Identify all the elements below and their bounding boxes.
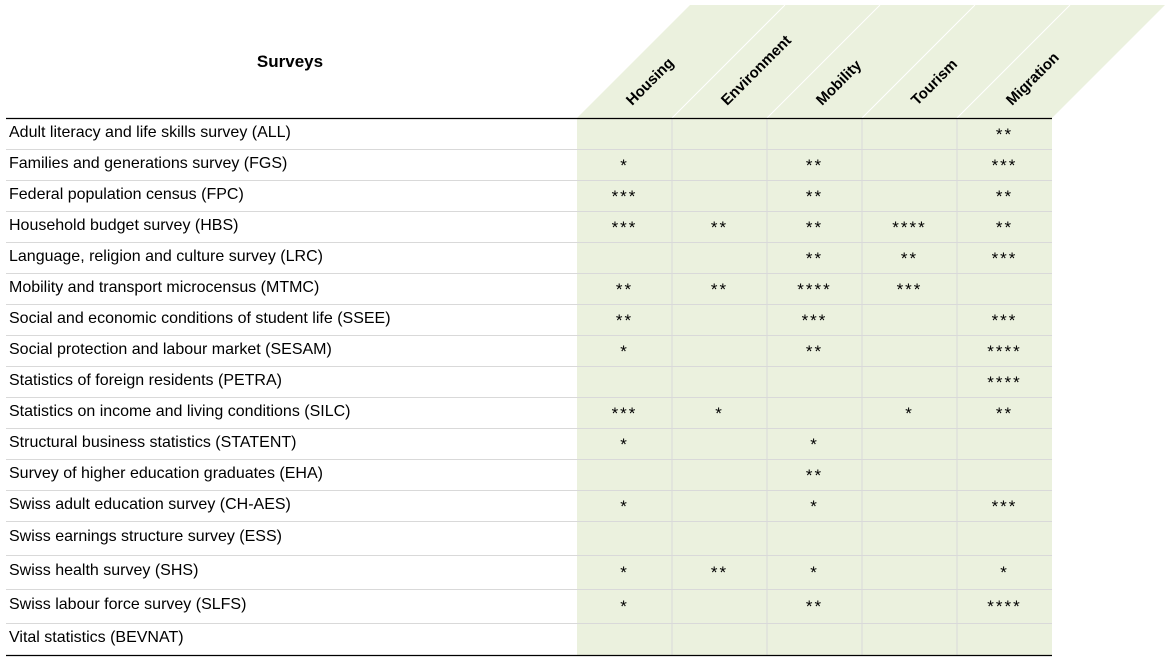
rating-cell-migration: **	[995, 124, 1014, 144]
rating-cell-housing: *	[620, 341, 629, 361]
rating-cell-environment: **	[710, 217, 729, 237]
rating-cell-housing: ***	[611, 186, 638, 206]
rating-cell-housing: *	[620, 563, 629, 582]
rating-cell-migration: *	[1000, 563, 1009, 582]
rating-cell-mobility: *	[810, 434, 819, 454]
rating-cell-tourism: ***	[896, 279, 923, 299]
rating-cell-environment: *	[715, 403, 724, 423]
header-divider	[861, 4, 976, 119]
header-divider	[671, 4, 786, 119]
rating-cell-housing: **	[615, 310, 634, 330]
rating-cell-mobility: ***	[801, 310, 828, 330]
rating-cell-migration: **	[995, 217, 1014, 237]
row-label: Survey of higher education graduates (EH…	[9, 464, 323, 482]
rating-cell-tourism: **	[900, 248, 919, 268]
rating-cell-mobility: **	[805, 248, 824, 268]
row-label: Statistics on income and living conditio…	[9, 402, 351, 420]
rating-cell-migration: ****	[987, 597, 1022, 616]
rating-cell-housing: *	[620, 434, 629, 454]
row-label: Vital statistics (BEVNAT)	[9, 629, 184, 646]
rating-cell-mobility: *	[810, 563, 819, 582]
row-label: Mobility and transport microcensus (MTMC…	[9, 278, 320, 296]
rating-cell-housing: *	[620, 155, 629, 175]
rating-cell-housing: *	[620, 496, 629, 516]
row-label: Swiss labour force survey (SLFS)	[9, 596, 247, 613]
rating-cell-mobility: **	[805, 341, 824, 361]
rating-cell-housing: ***	[611, 403, 638, 423]
row-label: Adult literacy and life skills survey (A…	[9, 123, 291, 141]
row-label: Social and economic conditions of studen…	[9, 309, 391, 327]
rating-cell-mobility: **	[805, 465, 824, 485]
rating-cell-environment: **	[710, 279, 729, 299]
row-label: Federal population census (FPC)	[9, 185, 244, 203]
row-label: Swiss earnings structure survey (ESS)	[9, 528, 282, 545]
row-label: Structural business statistics (STATENT)	[9, 433, 297, 451]
rating-cell-migration: **	[995, 403, 1014, 423]
row-label: Families and generations survey (FGS)	[9, 154, 288, 172]
rating-cell-mobility: ****	[797, 279, 832, 299]
rating-cell-mobility: **	[805, 155, 824, 175]
rating-cell-migration: ***	[991, 310, 1018, 330]
rating-cell-migration: ***	[991, 248, 1018, 268]
header-divider	[766, 4, 881, 119]
rating-cell-housing: *	[620, 597, 629, 616]
rating-cell-tourism: ****	[892, 217, 927, 237]
row-label: Household budget survey (HBS)	[9, 216, 239, 234]
rating-cell-environment: **	[710, 563, 729, 582]
rating-cell-mobility: **	[805, 597, 824, 616]
header-shade	[577, 5, 1165, 118]
surveys-title: Surveys	[256, 52, 324, 71]
rating-cell-migration: ***	[991, 496, 1018, 516]
rating-cell-tourism: *	[905, 403, 914, 423]
rating-cell-migration: ***	[991, 155, 1018, 175]
row-label: Language, religion and culture survey (L…	[9, 247, 323, 265]
rating-cell-migration: ****	[987, 372, 1022, 392]
rating-cell-mobility: *	[810, 496, 819, 516]
rating-cell-mobility: **	[805, 186, 824, 206]
rating-cell-mobility: **	[805, 217, 824, 237]
row-label: Statistics of foreign residents (PETRA)	[9, 371, 282, 389]
rating-cell-housing: **	[615, 279, 634, 299]
rating-cell-migration: **	[995, 186, 1014, 206]
rating-cell-migration: ****	[987, 341, 1022, 361]
rating-cell-housing: ***	[611, 217, 638, 237]
header-divider	[956, 4, 1071, 119]
row-label: Social protection and labour market (SES…	[9, 340, 332, 358]
row-label: Swiss adult education survey (CH-AES)	[9, 495, 291, 513]
body-shade	[577, 118, 1052, 655]
row-label: Swiss health survey (SHS)	[9, 562, 199, 579]
